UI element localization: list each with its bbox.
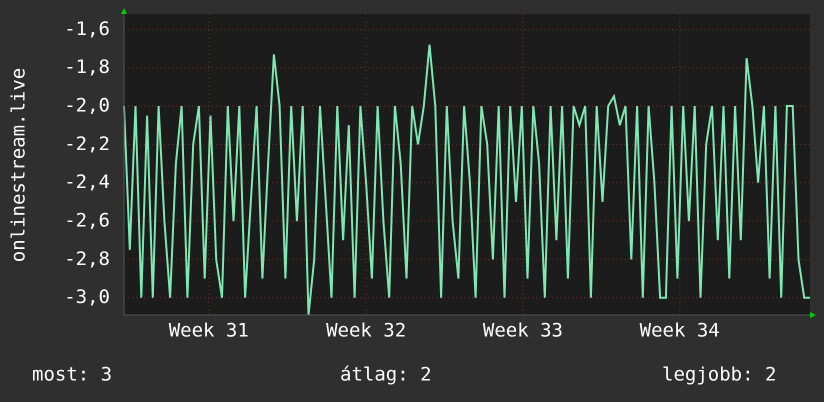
y-tick-label: -2,8 bbox=[64, 248, 110, 270]
legend-entry: átlag: 2 bbox=[340, 364, 432, 386]
y-tick-label: -3,0 bbox=[64, 286, 110, 308]
data-line bbox=[123, 44, 810, 316]
y-tick-label: -2,0 bbox=[64, 95, 110, 117]
x-tick-label: Week 33 bbox=[483, 320, 563, 342]
y-tick-label: -1,6 bbox=[64, 18, 110, 40]
y-tick-label: -1,8 bbox=[64, 56, 110, 78]
y-tick-label: -2,6 bbox=[64, 210, 110, 232]
axis-arrow bbox=[121, 8, 127, 14]
x-tick-label: Week 31 bbox=[169, 320, 249, 342]
y-tick-label: -2,2 bbox=[64, 133, 110, 155]
x-tick-label: Week 34 bbox=[640, 320, 720, 342]
legend-entry: most: 3 bbox=[32, 364, 112, 386]
y-axis-label: onlinestream.live bbox=[8, 68, 30, 262]
x-tick-label: Week 32 bbox=[326, 320, 406, 342]
y-tick-label: -2,4 bbox=[64, 171, 110, 193]
axis-arrow bbox=[810, 312, 816, 318]
legend-entry: legjobb: 2 bbox=[662, 364, 776, 386]
